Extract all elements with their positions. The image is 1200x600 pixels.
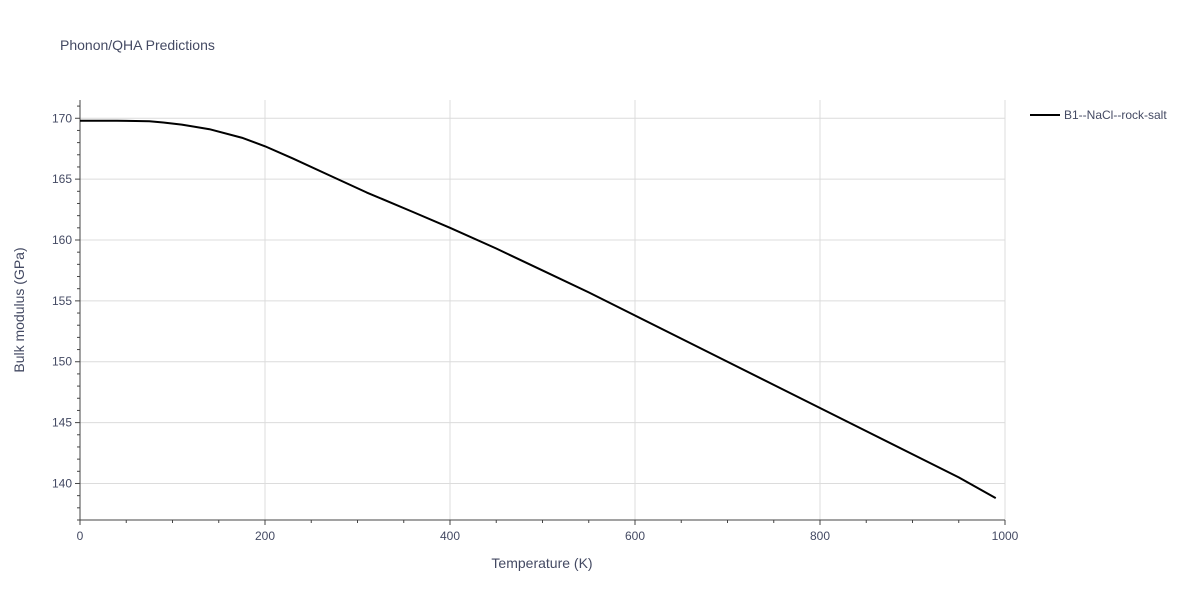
x-tick-label: 800 bbox=[810, 529, 830, 543]
x-axis: 0 200 400 600 800 1000 bbox=[77, 519, 1019, 543]
series-line[interactable] bbox=[80, 119, 997, 499]
x-tick-label: 400 bbox=[440, 529, 460, 543]
y-tick-label: 145 bbox=[52, 416, 72, 430]
y-tick-label: 160 bbox=[52, 233, 72, 247]
x-axis-title: Temperature (K) bbox=[491, 555, 592, 571]
x-tick-label: 1000 bbox=[992, 529, 1019, 543]
y-tick-label: 155 bbox=[52, 294, 72, 308]
y-tick-label: 150 bbox=[52, 355, 72, 369]
y-tick-label: 140 bbox=[52, 476, 72, 490]
y-axis: 140 145 150 155 160 165 170 bbox=[52, 100, 81, 521]
chart-title: Phonon/QHA Predictions bbox=[60, 37, 215, 53]
x-tick-label: 200 bbox=[255, 529, 275, 543]
x-tick-label: 600 bbox=[625, 529, 645, 543]
legend[interactable]: B1--NaCl--rock-salt bbox=[1030, 108, 1167, 122]
grid bbox=[80, 100, 1006, 520]
y-tick-label: 170 bbox=[52, 111, 72, 125]
y-axis-title: Bulk modulus (GPa) bbox=[11, 247, 27, 372]
y-tick-label: 165 bbox=[52, 172, 72, 186]
x-tick-label: 0 bbox=[77, 529, 84, 543]
legend-item-label: B1--NaCl--rock-salt bbox=[1064, 108, 1167, 122]
plot-area bbox=[80, 119, 997, 499]
